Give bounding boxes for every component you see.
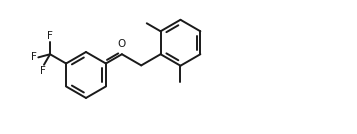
Text: F: F: [47, 31, 53, 41]
Text: F: F: [31, 52, 37, 62]
Text: F: F: [40, 66, 46, 76]
Text: O: O: [118, 39, 126, 49]
